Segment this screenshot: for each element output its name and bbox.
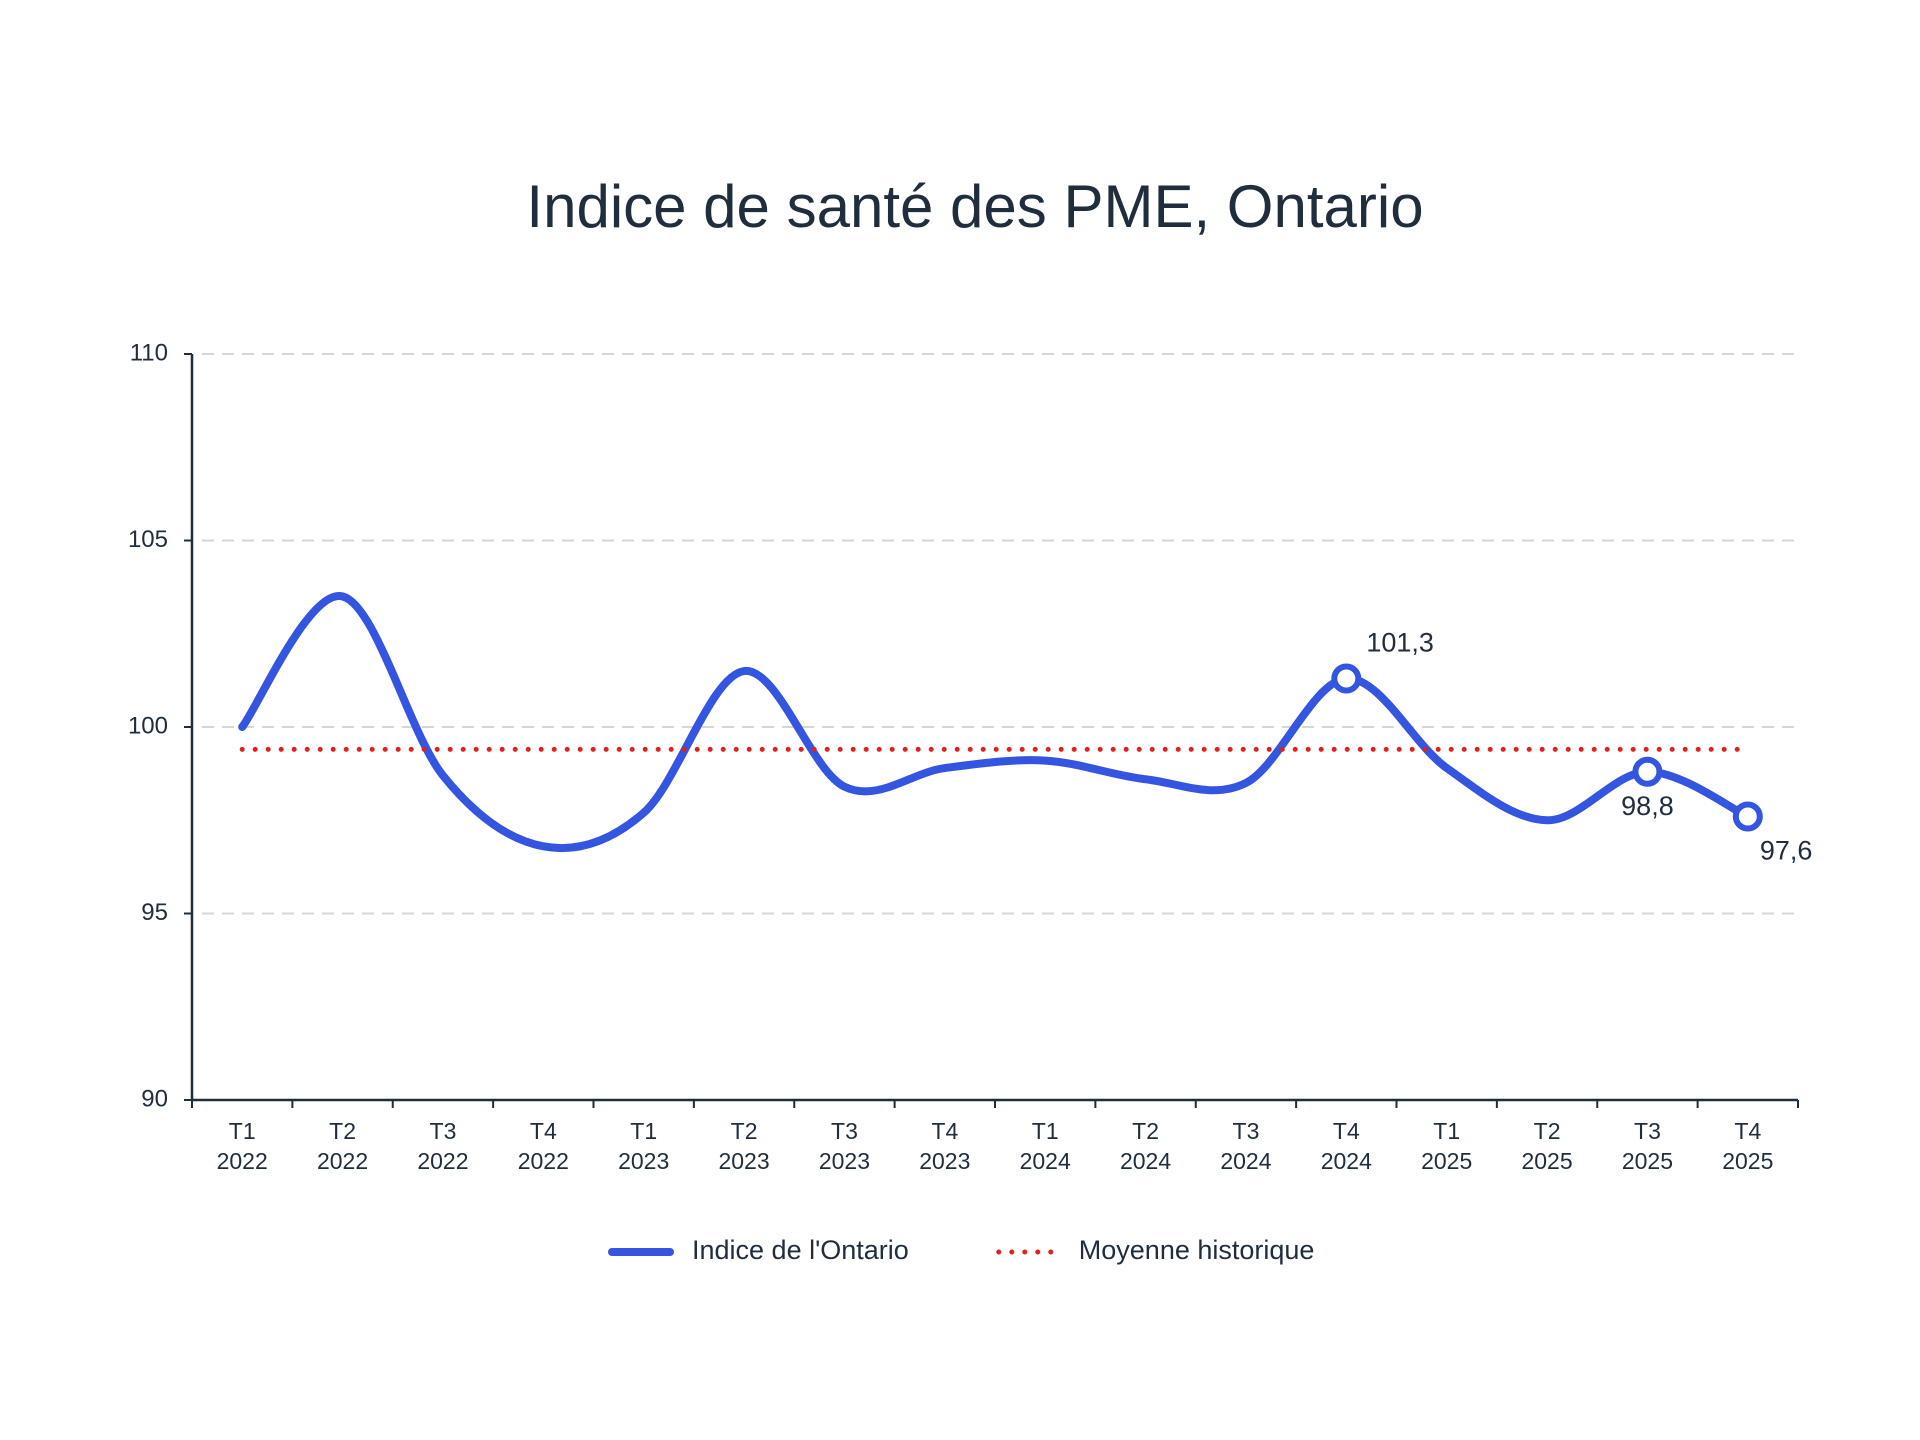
data-label: 101,3	[1366, 628, 1434, 658]
x-tick-label: T4 2023	[919, 1118, 971, 1174]
point-marker	[1331, 663, 1362, 694]
data-label: 97,6	[1760, 836, 1813, 866]
x-tick-label: T4 2025	[1722, 1118, 1774, 1174]
y-tick-label: 90	[141, 1085, 168, 1112]
x-tick-label: T3 2024	[1220, 1118, 1272, 1174]
data-label: 98,8	[1621, 791, 1674, 821]
y-tick-label: 110	[130, 339, 168, 366]
x-tick-label: T3 2023	[818, 1118, 871, 1174]
y-tick-label: 100	[128, 712, 168, 739]
legend-label: Moyenne historique	[1079, 1235, 1315, 1265]
point-marker	[1632, 756, 1663, 787]
x-tick-label: T2 2023	[718, 1118, 770, 1174]
legend-label: Indice de l'Ontario	[692, 1235, 909, 1265]
x-tick-label: T2 2025	[1521, 1118, 1573, 1174]
series-line	[238, 592, 1752, 853]
x-tick-label: T1 2022	[216, 1118, 268, 1174]
x-tick-label: T1 2023	[618, 1118, 670, 1174]
x-tick-label: T2 2022	[316, 1118, 369, 1174]
x-tick-label: T3 2022	[417, 1118, 469, 1174]
x-tick-label: T1 2025	[1421, 1118, 1473, 1174]
y-tick-label: 105	[128, 526, 168, 553]
x-tick-label: T4 2022	[517, 1118, 569, 1174]
chart-title: Indice de santé des PME, Ontario	[526, 173, 1423, 240]
x-tick-label: T2 2024	[1119, 1118, 1172, 1174]
x-tick-label: T3 2025	[1621, 1118, 1674, 1174]
y-tick-label: 95	[141, 899, 168, 926]
x-tick-label: T1 2024	[1019, 1118, 1071, 1174]
x-tick-label: T4 2024	[1320, 1118, 1372, 1174]
point-marker	[1732, 801, 1763, 832]
